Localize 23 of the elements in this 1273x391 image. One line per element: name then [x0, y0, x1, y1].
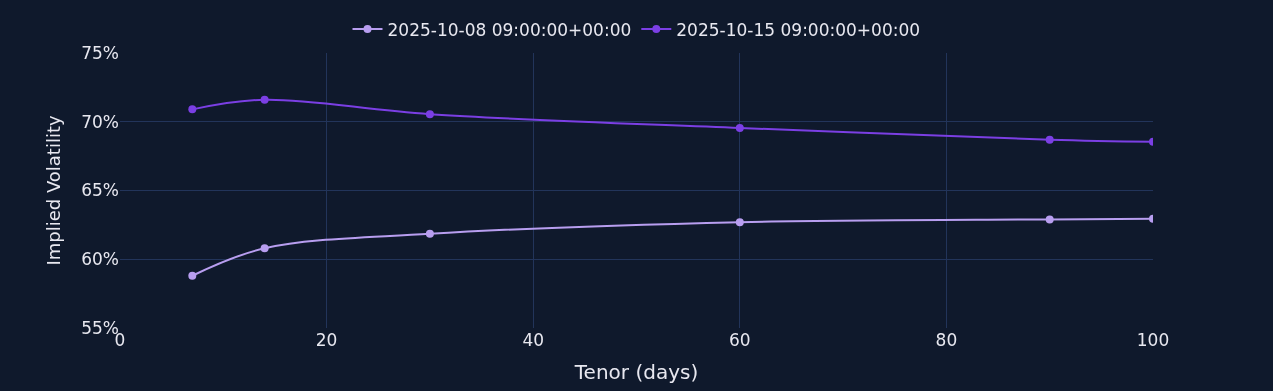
point — [1045, 135, 1054, 144]
y-tick-label: 70% — [81, 111, 119, 132]
point — [188, 271, 197, 280]
point — [1045, 215, 1054, 224]
point — [425, 110, 434, 119]
point — [188, 105, 197, 114]
point — [735, 123, 744, 132]
point — [735, 218, 744, 227]
y-axis-title: Implied Volatility — [43, 115, 65, 266]
legend-label: 2025-10-08 09:00:00+00:00 — [387, 19, 632, 40]
point — [425, 229, 434, 238]
x-axis-title: Tenor (days) — [573, 359, 699, 384]
point — [260, 95, 269, 104]
point — [260, 244, 269, 253]
x-tick-label: 40 — [522, 330, 545, 350]
y-tick-label: 75% — [81, 42, 119, 63]
y-tick-label: 60% — [81, 249, 119, 270]
x-tick-label: 100 — [1136, 330, 1170, 350]
x-tick-label: 20 — [315, 330, 338, 350]
y-tick-label: 65% — [81, 180, 119, 201]
x-tick-label: 60 — [728, 330, 751, 350]
legend-label: 2025-10-15 09:00:00+00:00 — [676, 19, 921, 40]
x-tick-label: 80 — [935, 330, 958, 350]
